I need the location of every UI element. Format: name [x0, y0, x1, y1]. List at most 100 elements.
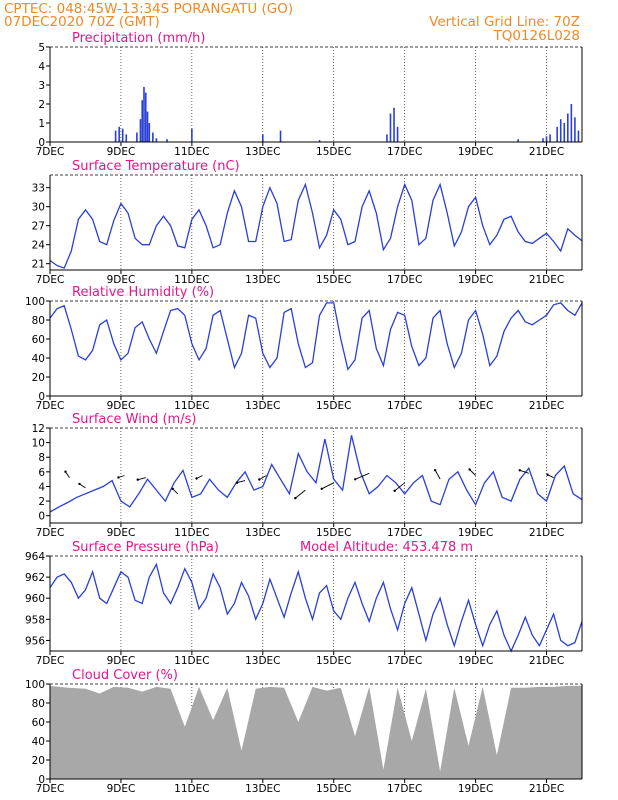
y-tick-label: 40 [32, 736, 45, 748]
x-tick-label: 15DEC [316, 527, 351, 539]
x-tick-label: 19DEC [458, 274, 493, 286]
precip-bar [141, 100, 144, 142]
panel-title-precip: Precipitation (mm/h) [72, 31, 205, 46]
x-tick-label: 13DEC [245, 400, 280, 412]
x-tick-label: 15DEC [316, 655, 351, 667]
x-tick-label: 11DEC [174, 400, 209, 412]
x-tick-label: 7DEC [36, 400, 65, 412]
wind-arrow-head [117, 476, 120, 479]
y-tick-label: 6 [38, 467, 45, 479]
panel-temp: 21 24 27 30 33 7DEC 9DEC 11DEC 13DEC 15DEC 17DEC 19… [32, 159, 583, 286]
y-tick-label: 8 [38, 452, 45, 464]
y-tick-label: 60 [32, 334, 45, 346]
x-tick-label: 7DEC [36, 655, 65, 667]
precip-bar [318, 140, 321, 142]
x-tick-label: 9DEC [107, 274, 136, 286]
header-code: TQ0126L028 [492, 28, 580, 44]
precip-bar [542, 138, 544, 142]
x-tick-label: 13DEC [245, 655, 280, 667]
precip-bar [559, 119, 562, 142]
x-tick-label: 15DEC [316, 274, 351, 286]
wind-arrow [321, 482, 334, 490]
precip-bar [389, 113, 392, 142]
y-tick-label: 0 [38, 511, 45, 523]
wind-arrow [295, 489, 306, 499]
y-tick-label: 60 [32, 717, 45, 729]
y-tick-label: 2 [38, 496, 45, 508]
precip-bar [136, 132, 138, 142]
x-tick-label: 9DEC [107, 655, 136, 667]
x-tick-label: 11DEC [174, 783, 209, 795]
x-tick-label: 21DEC [529, 400, 564, 412]
x-tick-label: 7DEC [36, 783, 65, 795]
precip-bar [574, 117, 576, 142]
wind-arrow [259, 475, 267, 480]
y-tick-label: 958 [25, 614, 45, 626]
y-tick-label: 24 [32, 240, 46, 252]
y-tick-label: 0 [38, 391, 45, 403]
precip-bar [191, 128, 193, 142]
y-tick-label: 20 [32, 372, 45, 384]
precip-bar [396, 126, 399, 142]
header-date: 07DEC2020 70Z (GMT) [4, 14, 160, 30]
precip-bar [262, 134, 264, 142]
precip-bar [146, 111, 149, 142]
y-tick-label: 33 [32, 183, 45, 195]
y-tick-label: 960 [25, 593, 45, 605]
x-tick-label: 19DEC [458, 655, 493, 667]
x-tick-label: 15DEC [316, 783, 351, 795]
x-tick-label: 13DEC [245, 274, 280, 286]
precip-bar [148, 123, 151, 142]
precip-bar [118, 126, 120, 142]
precip-bar [125, 134, 128, 142]
panel-rh: 0 20 40 60 80 100 7DEC 9DEC 11DEC 13DEC 15DEC 17DEC… [25, 285, 583, 412]
x-tick-label: 21DEC [529, 783, 564, 795]
x-tick-label: 7DEC [36, 274, 65, 286]
panel-title-wind: Surface Wind (m/s) [72, 412, 196, 427]
precip-bar [155, 138, 158, 142]
wind-arrow-head [433, 468, 437, 472]
y-tick-label: 3 [38, 80, 45, 92]
y-tick-label: 21 [32, 259, 45, 271]
wind-arrow-head [136, 478, 139, 481]
x-tick-label: 17DEC [387, 274, 422, 286]
wind-arrow [434, 469, 441, 480]
x-tick-label: 13DEC [245, 527, 280, 539]
y-tick-label: 5 [38, 42, 45, 54]
x-tick-label: 21DEC [529, 146, 564, 158]
precip-bar [143, 86, 145, 142]
series-line-temp [49, 182, 583, 269]
x-tick-label: 19DEC [458, 527, 493, 539]
x-tick-label: 21DEC [529, 655, 564, 667]
wind-arrow-head [78, 482, 81, 486]
panel-cloud: 0 20 40 60 80 100 7DEC 9DEC 11DEC 13DEC 15DEC 17DEC… [25, 668, 583, 795]
wind-arrow-head [195, 477, 198, 480]
wind-arrows [64, 468, 554, 500]
y-tick-label: 2 [38, 99, 45, 111]
precip-bar [393, 107, 395, 142]
precip-bar [144, 92, 147, 142]
wind-arrow-head [320, 487, 323, 491]
panel-title-temp: Surface Temperature (nC) [72, 159, 240, 174]
wind-arrow-head [546, 473, 549, 476]
precip-bar [545, 136, 548, 142]
x-tick-label: 19DEC [458, 400, 493, 412]
series-line-pres [49, 562, 583, 653]
wind-arrow-head [235, 481, 239, 484]
precip-bar [570, 104, 573, 142]
x-tick-label: 11DEC [174, 274, 209, 286]
precip-bar [166, 139, 168, 142]
wind-arrow-head [64, 470, 67, 473]
header-grid-note: Vertical Grid Line: 70Z [429, 14, 580, 30]
x-tick-label: 17DEC [387, 527, 422, 539]
panel-precip: 0 1 2 3 4 5 7DEC 9DEC 11DEC 13DEC 15DEC 17DEC 19DEC 2… [36, 31, 583, 158]
y-tick-label: 20 [32, 755, 45, 767]
y-tick-label: 0 [38, 137, 45, 149]
x-tick-label: 11DEC [174, 527, 209, 539]
wind-arrow-head [468, 468, 471, 471]
series-line-wind [49, 435, 583, 513]
precip-bar [549, 134, 551, 142]
y-tick-label: 962 [25, 572, 45, 584]
x-tick-label: 9DEC [107, 400, 136, 412]
